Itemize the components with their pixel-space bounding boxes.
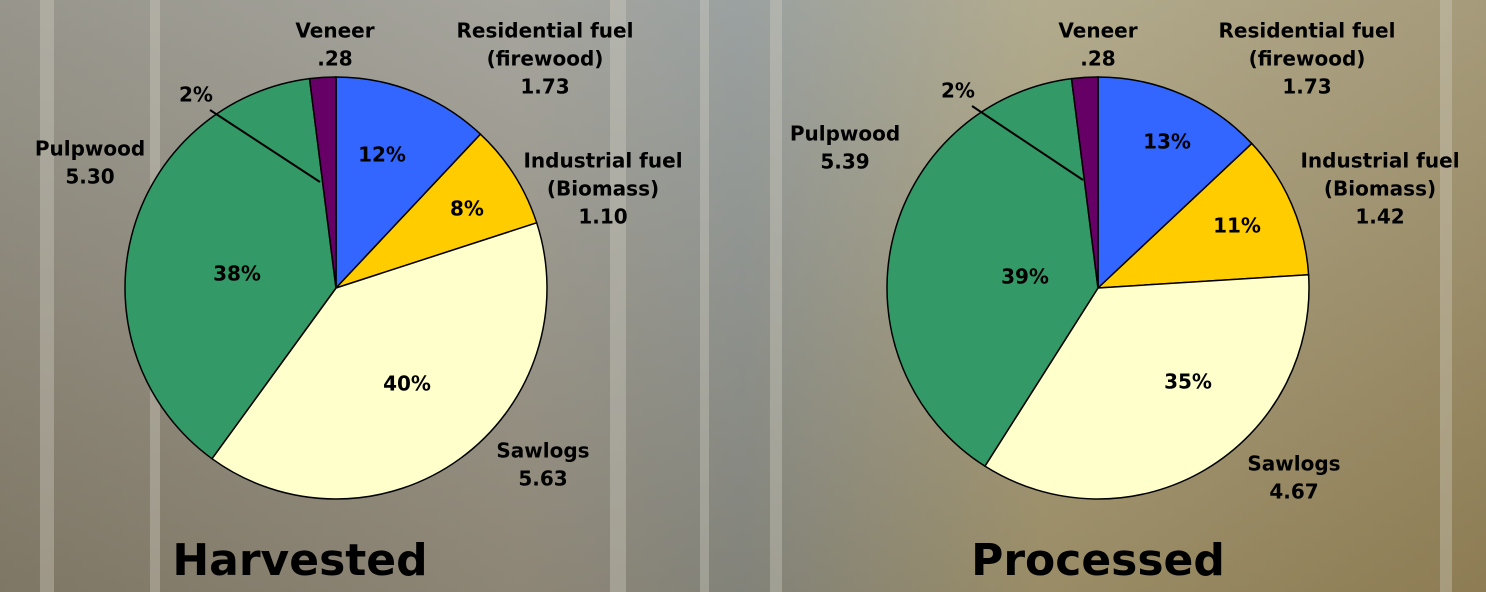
percent-label: 39%	[1001, 265, 1049, 289]
category-label: (Biomass)	[547, 177, 659, 201]
amount-label: .28	[1080, 47, 1115, 71]
page: 12% 8% 40% 38% 2% Residential fuel (firewood) 1…	[0, 0, 1486, 592]
amount-label: 1.73	[520, 75, 569, 99]
percent-label: 38%	[213, 262, 261, 286]
amount-label: 5.30	[65, 165, 114, 189]
category-label: Sawlogs	[1247, 452, 1340, 476]
percent-label: 2%	[179, 83, 213, 107]
category-label: Pulpwood	[790, 122, 900, 146]
amount-label: .28	[317, 47, 352, 71]
category-label: (Biomass)	[1324, 177, 1436, 201]
category-label: (firewood)	[487, 47, 604, 71]
amount-label: 1.42	[1355, 205, 1404, 229]
amount-label: 1.10	[578, 205, 627, 229]
category-label: Pulpwood	[35, 137, 145, 161]
category-label: Veneer	[295, 19, 374, 43]
category-label: Sawlogs	[496, 439, 589, 463]
category-label: Industrial fuel	[1300, 149, 1459, 173]
percent-label: 35%	[1164, 370, 1212, 394]
percent-label: 12%	[358, 143, 406, 167]
category-label: Industrial fuel	[523, 149, 682, 173]
category-label: Residential fuel	[1219, 19, 1396, 43]
amount-label: 1.73	[1282, 75, 1331, 99]
chart-title: Harvested	[172, 535, 427, 586]
percent-label: 2%	[941, 79, 975, 103]
percent-label: 40%	[383, 372, 431, 396]
amount-label: 5.39	[820, 150, 869, 174]
chart-title: Processed	[971, 535, 1225, 586]
category-label: Residential fuel	[457, 19, 634, 43]
chart: 12% 8% 40% 38% 2% Residential fuel (firewood) 1…	[0, 0, 1486, 592]
category-label: Veneer	[1058, 19, 1137, 43]
amount-label: 5.63	[518, 467, 567, 491]
percent-label: 13%	[1143, 130, 1191, 154]
percent-label: 8%	[450, 197, 484, 221]
amount-label: 4.67	[1269, 480, 1318, 504]
category-label: (firewood)	[1249, 47, 1366, 71]
percent-label: 11%	[1213, 214, 1261, 238]
